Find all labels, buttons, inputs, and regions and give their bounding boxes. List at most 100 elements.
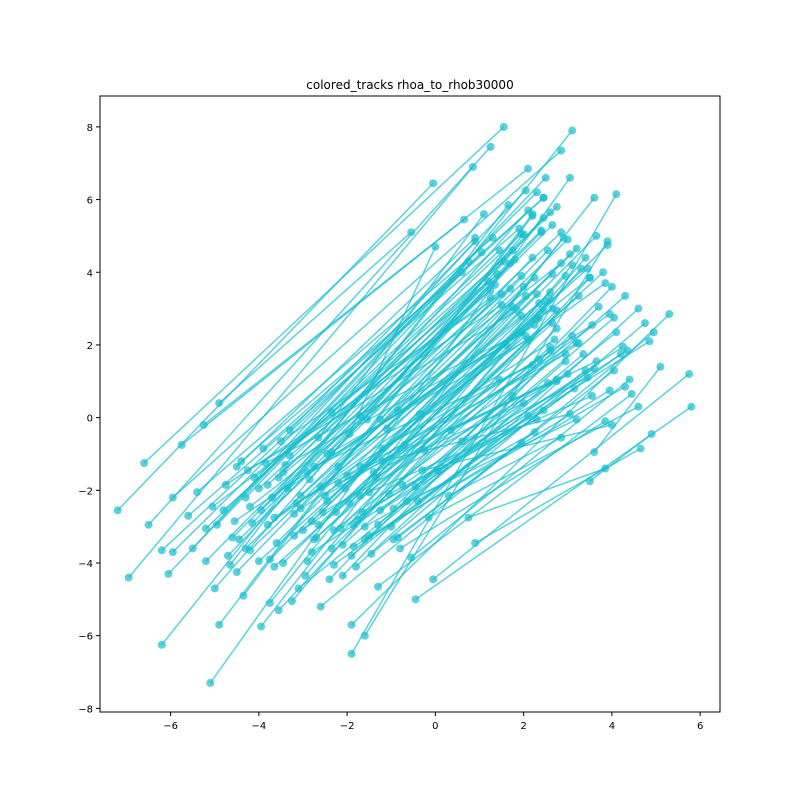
track-start-point bbox=[254, 557, 263, 566]
track-line bbox=[326, 309, 544, 502]
track-start-point bbox=[292, 499, 301, 508]
track-end-point bbox=[574, 291, 583, 300]
track-154 bbox=[356, 228, 546, 420]
track-line bbox=[216, 260, 470, 526]
track-end-point bbox=[524, 206, 533, 215]
track-line bbox=[269, 293, 538, 560]
track-end-point bbox=[537, 228, 546, 237]
track-start-point bbox=[305, 475, 314, 484]
track-end-point bbox=[508, 391, 517, 400]
track-start-point bbox=[367, 549, 376, 558]
track-end-point bbox=[508, 246, 517, 255]
track-start-point bbox=[239, 591, 248, 600]
track-line bbox=[390, 369, 586, 528]
track-line bbox=[364, 431, 536, 528]
x-tick-label: 0 bbox=[432, 721, 438, 732]
y-tick-label: 4 bbox=[87, 268, 93, 279]
track-134 bbox=[241, 248, 486, 502]
track-end-point bbox=[499, 122, 508, 131]
track-start-point bbox=[232, 568, 241, 577]
track-93 bbox=[338, 291, 630, 549]
track-7 bbox=[215, 228, 416, 408]
track-start-point bbox=[279, 468, 288, 477]
track-end-point bbox=[685, 370, 694, 379]
track-148 bbox=[310, 375, 504, 544]
track-line bbox=[379, 257, 534, 420]
track-start-point bbox=[590, 448, 599, 457]
track-line bbox=[351, 313, 670, 626]
track-start-point bbox=[402, 497, 411, 506]
track-start-point bbox=[329, 560, 338, 569]
track-start-point bbox=[276, 437, 285, 446]
track-end-point bbox=[570, 384, 579, 393]
track-end-point bbox=[565, 409, 574, 418]
track-line bbox=[147, 146, 492, 526]
track-end-point bbox=[607, 282, 616, 291]
track-start-point bbox=[272, 539, 281, 548]
track-start-point bbox=[316, 602, 325, 611]
track-end-point bbox=[541, 173, 550, 182]
track-end-point bbox=[618, 342, 627, 351]
track-end-point bbox=[568, 260, 577, 269]
track-end-point bbox=[486, 293, 495, 302]
track-end-point bbox=[530, 428, 539, 437]
track-start-point bbox=[338, 571, 347, 580]
track-55 bbox=[374, 390, 636, 591]
track-start-point bbox=[230, 517, 239, 526]
track-end-point bbox=[546, 208, 555, 217]
track-end-point bbox=[499, 257, 508, 266]
track-line bbox=[328, 286, 613, 580]
track-end-point bbox=[539, 193, 548, 202]
x-tick-label: 4 bbox=[609, 721, 615, 732]
track-start-point bbox=[261, 459, 270, 468]
y-tick-label: −2 bbox=[78, 486, 93, 497]
track-65 bbox=[285, 186, 530, 435]
track-start-point bbox=[347, 620, 356, 629]
track-line bbox=[593, 366, 662, 453]
track-end-point bbox=[543, 246, 552, 255]
track-start-point bbox=[285, 451, 294, 460]
track-start-point bbox=[270, 562, 279, 571]
track-end-point bbox=[627, 390, 636, 399]
track-start-point bbox=[398, 480, 407, 489]
track-start-point bbox=[356, 462, 365, 471]
track-end-point bbox=[599, 268, 608, 277]
track-133 bbox=[232, 233, 480, 471]
track-start-point bbox=[374, 520, 383, 529]
track-end-point bbox=[636, 444, 645, 453]
track-start-point bbox=[235, 535, 244, 544]
track-start-point bbox=[212, 520, 221, 529]
track-end-point bbox=[431, 242, 440, 251]
track-start-point bbox=[378, 444, 387, 453]
track-13 bbox=[347, 190, 621, 658]
track-end-point bbox=[647, 429, 656, 438]
x-tick-label: 6 bbox=[697, 721, 703, 732]
track-start-point bbox=[237, 457, 246, 466]
track-line bbox=[474, 447, 641, 544]
track-start-point bbox=[325, 575, 334, 584]
track-end-point bbox=[603, 241, 612, 250]
track-end-point bbox=[517, 311, 526, 320]
track-line bbox=[410, 378, 631, 559]
track-end-point bbox=[517, 439, 526, 448]
track-line bbox=[421, 424, 613, 472]
chart-title: colored_tracks rhoa_to_rhob30000 bbox=[306, 78, 513, 92]
track-130 bbox=[387, 366, 590, 531]
track-line bbox=[284, 344, 507, 466]
track-start-point bbox=[393, 406, 402, 415]
track-start-point bbox=[265, 555, 274, 564]
track-line bbox=[333, 395, 514, 531]
track-end-point bbox=[565, 173, 574, 182]
track-end-point bbox=[568, 331, 577, 340]
track-19 bbox=[585, 429, 656, 486]
track-end-point bbox=[572, 244, 581, 253]
track-start-point bbox=[345, 499, 354, 508]
track-end-point bbox=[610, 313, 619, 322]
track-start-point bbox=[389, 535, 398, 544]
track-141 bbox=[316, 299, 544, 491]
track-end-point bbox=[645, 337, 654, 346]
track-end-point bbox=[601, 464, 610, 473]
track-end-point bbox=[607, 420, 616, 429]
track-end-point bbox=[581, 366, 590, 375]
track-61 bbox=[444, 433, 566, 500]
